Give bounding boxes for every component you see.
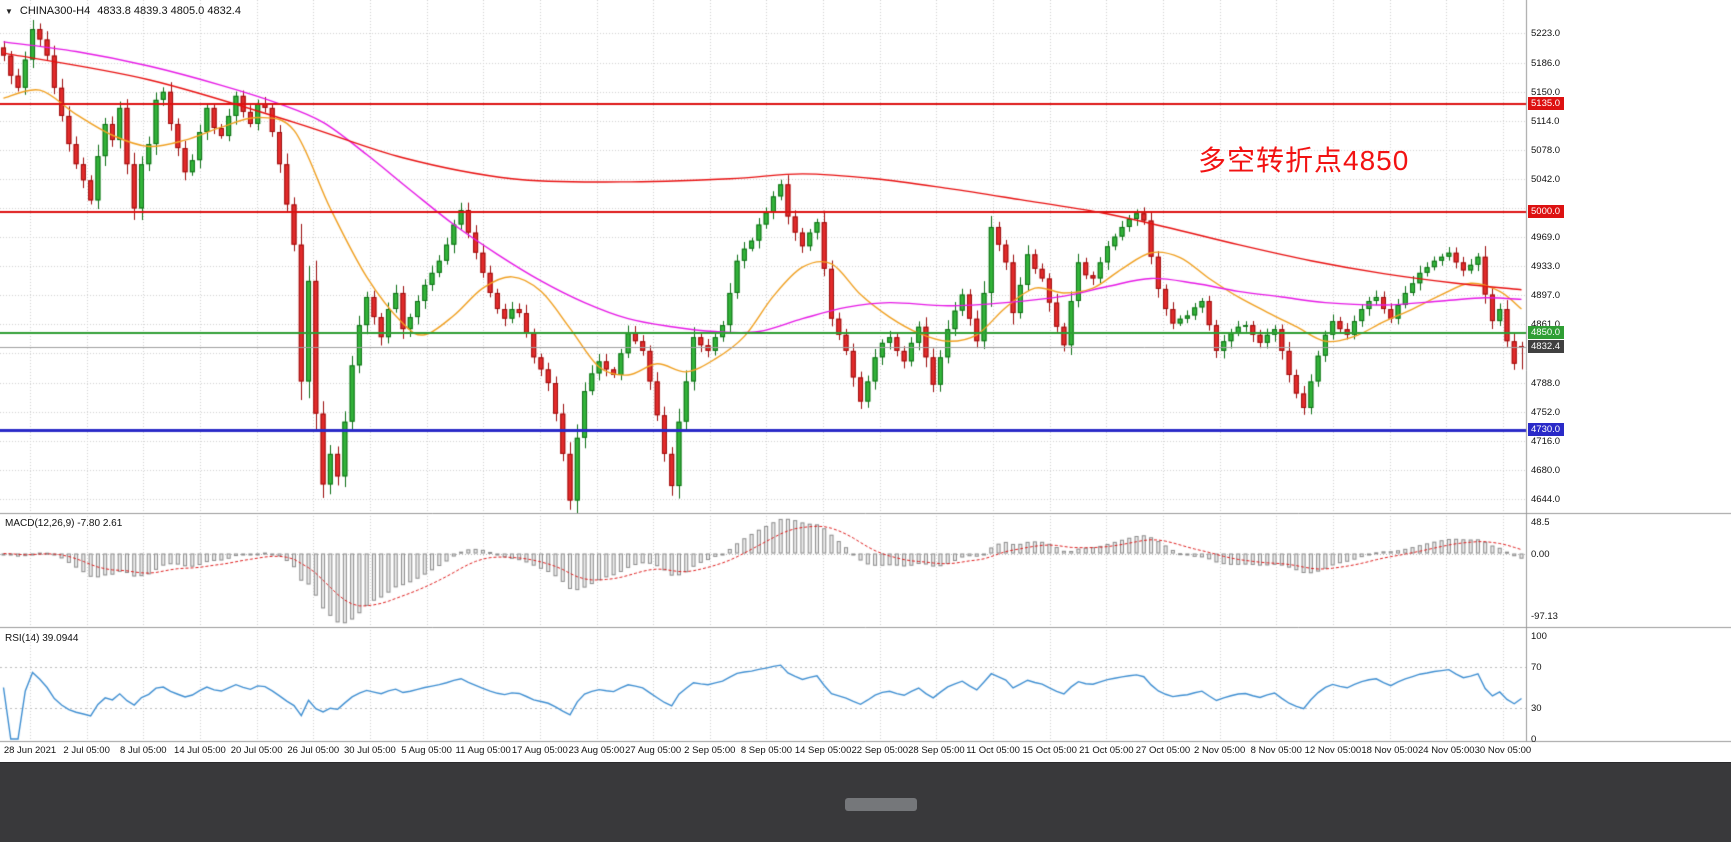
time-axis-label: 14 Jul 05:00 xyxy=(174,745,226,756)
time-axis-label: 27 Aug 05:00 xyxy=(625,745,682,756)
symbol-title: CHINA300-H4 xyxy=(19,5,91,17)
time-axis-label: 5 Aug 05:00 xyxy=(401,745,452,756)
time-axis-label: 17 Aug 05:00 xyxy=(511,745,568,756)
price-axis-tick: 5150.0 xyxy=(1531,86,1561,98)
time-axis-label: 11 Oct 05:00 xyxy=(966,745,1020,756)
time-axis-label: 26 Jul 05:00 xyxy=(287,745,340,756)
macd-scale-label: 0.00 xyxy=(1531,548,1550,560)
chart-header: ▼ CHINA300-H4 4833.8 4839.3 4805.0 4832.… xyxy=(5,5,241,17)
ohlc-values: 4833.8 4839.3 4805.0 4832.4 xyxy=(97,5,241,17)
rsi-label: RSI(14) 39.0944 xyxy=(5,633,79,644)
price-axis-tick: 5042.0 xyxy=(1531,173,1561,185)
time-axis-label: 2 Nov 05:00 xyxy=(1194,745,1246,756)
chart-annotation: 多空转折点4850 xyxy=(1198,145,1410,176)
price-axis-tick: 5114.0 xyxy=(1531,115,1560,127)
rsi-scale-label: 100 xyxy=(1531,631,1547,642)
price-axis-tick: 5223.0 xyxy=(1531,28,1561,40)
price-axis-tick: 5078.0 xyxy=(1531,144,1561,156)
bottom-panel xyxy=(0,762,1731,842)
price-axis-tick: 4788.0 xyxy=(1531,378,1561,390)
price-axis-tick: 4716.0 xyxy=(1531,435,1561,447)
current-price-badge: 4832.4 xyxy=(1528,340,1565,354)
time-axis-label: 12 Nov 05:00 xyxy=(1304,745,1362,756)
hline-price-badge: 4850.0 xyxy=(1528,326,1565,340)
time-axis-label: 23 Aug 05:00 xyxy=(568,745,625,756)
time-axis-label: 30 Nov 05:00 xyxy=(1474,745,1532,756)
macd-scale-label: 48.5 xyxy=(1531,517,1550,529)
time-axis-label: 20 Jul 05:00 xyxy=(230,745,283,756)
time-axis-label: 11 Aug 05:00 xyxy=(455,745,511,756)
time-axis-label: 22 Sep 05:00 xyxy=(851,745,909,756)
time-axis-label: 28 Sep 05:00 xyxy=(908,745,965,756)
time-axis-label: 8 Jul 05:00 xyxy=(120,745,167,756)
price-axis-tick: 4933.0 xyxy=(1531,261,1561,273)
time-axis-label: 15 Oct 05:00 xyxy=(1022,745,1077,756)
price-axis-tick: 5186.0 xyxy=(1531,57,1561,69)
price-axis-tick: 4897.0 xyxy=(1531,290,1561,302)
macd-label: MACD(12,26,9) -7.80 2.61 xyxy=(5,518,123,529)
macd-scale-label: -97.13 xyxy=(1531,611,1558,623)
time-axis-label: 21 Oct 05:00 xyxy=(1079,745,1134,756)
time-axis-label: 2 Sep 05:00 xyxy=(684,745,736,756)
price-axis-tick: 4752.0 xyxy=(1531,407,1561,419)
time-axis-label: 18 Nov 05:00 xyxy=(1361,745,1418,756)
time-axis-label: 30 Jul 05:00 xyxy=(344,745,396,756)
price-axis-tick: 4969.0 xyxy=(1531,232,1561,244)
hline-price-badge: 4730.0 xyxy=(1528,422,1565,436)
time-axis-label: 8 Nov 05:00 xyxy=(1250,745,1302,756)
time-axis-label: 14 Sep 05:00 xyxy=(794,745,852,756)
hline-price-badge: 5135.0 xyxy=(1528,96,1565,110)
time-axis-label: 28 Jun 2021 xyxy=(3,745,57,756)
hline-price-badge: 5000.0 xyxy=(1528,205,1565,219)
price-axis-tick: 4861.0 xyxy=(1531,319,1561,331)
rsi-scale-label: 70 xyxy=(1531,661,1542,673)
time-axis-label: 2 Jul 05:00 xyxy=(63,745,110,756)
rsi-scale-label: 30 xyxy=(1531,703,1542,715)
symbol-marker-icon: ▼ xyxy=(5,6,13,16)
rsi-scale-label: 0 xyxy=(1531,734,1537,745)
time-axis-label: 24 Nov 05:00 xyxy=(1417,745,1475,756)
bottom-scrollbar-thumb[interactable] xyxy=(845,798,917,811)
price-axis-tick: 4680.0 xyxy=(1531,464,1561,476)
price-axis-tick: 4644.0 xyxy=(1531,493,1561,505)
time-axis-label: 8 Sep 05:00 xyxy=(740,745,793,756)
time-axis-label: 27 Oct 05:00 xyxy=(1135,745,1191,756)
